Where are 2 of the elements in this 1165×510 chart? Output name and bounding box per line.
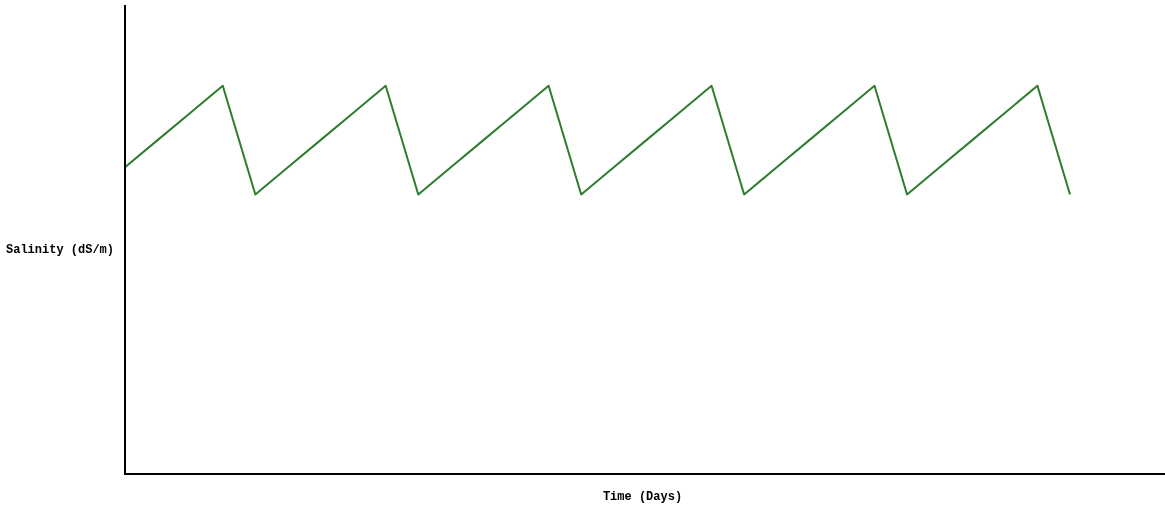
y-axis-title: Salinity (dS/m) — [6, 243, 115, 257]
x-axis-title: Time (Days) — [601, 490, 684, 504]
